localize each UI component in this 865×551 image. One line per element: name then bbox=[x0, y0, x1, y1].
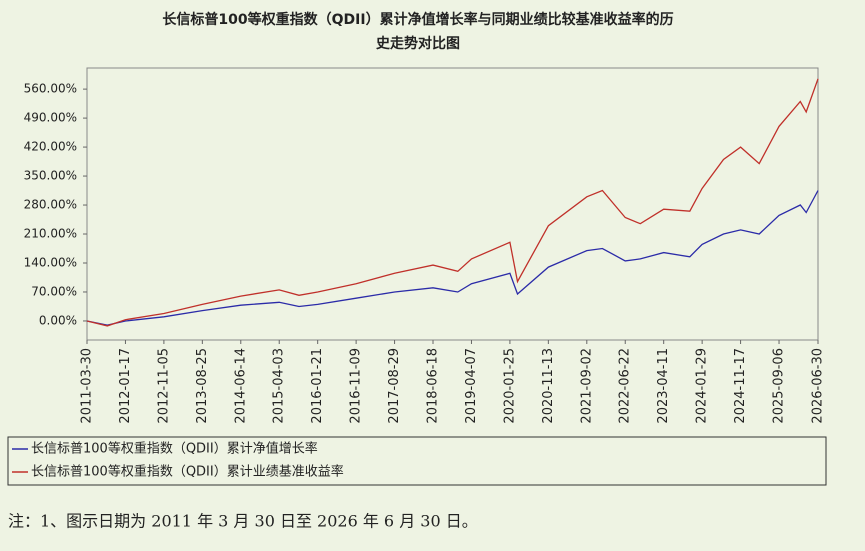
x-tick-label: 2016-11-09 bbox=[349, 348, 364, 424]
x-tick-label: 2026-06-30 bbox=[811, 348, 826, 424]
x-tick-label: 2018-06-18 bbox=[426, 348, 441, 424]
x-tick-label: 2022-06-22 bbox=[618, 348, 633, 424]
y-tick-label: 140.00% bbox=[24, 255, 77, 269]
y-tick-label: 0.00% bbox=[39, 313, 77, 327]
y-tick-label: 420.00% bbox=[24, 140, 77, 154]
x-tick-label: 2025-09-06 bbox=[772, 348, 787, 424]
chart-title: 长信标普100等权重指数（QDII）累计净值增长率与同期业绩比较基准收益率的历 bbox=[162, 11, 673, 28]
legend-label: 长信标普100等权重指数（QDII）累计业绩基准收益率 bbox=[31, 464, 344, 480]
y-tick-label: 490.00% bbox=[24, 111, 77, 125]
x-tick-label: 2020-11-13 bbox=[541, 348, 556, 424]
note: 注：1、图示日期为 2011 年 3 月 30 日至 2026 年 6 月 30… bbox=[8, 512, 478, 531]
chart-title: 史走势对比图 bbox=[376, 35, 460, 52]
series-line bbox=[86, 190, 819, 326]
x-tick-label: 2011-03-30 bbox=[80, 348, 95, 424]
x-tick-label: 2023-04-11 bbox=[656, 348, 671, 424]
y-tick-label: 280.00% bbox=[24, 198, 77, 212]
x-tick-label: 2012-11-05 bbox=[156, 348, 171, 424]
y-tick-label: 210.00% bbox=[24, 227, 77, 241]
x-tick-label: 2012-01-17 bbox=[118, 348, 133, 424]
series-line bbox=[86, 78, 819, 327]
y-tick-label: 350.00% bbox=[24, 169, 77, 183]
plot-area bbox=[86, 67, 819, 341]
y-tick-label: 70.00% bbox=[31, 284, 77, 298]
x-tick-label: 2019-04-07 bbox=[464, 348, 479, 424]
x-tick-label: 2021-09-02 bbox=[579, 348, 594, 424]
x-tick-label: 2013-08-25 bbox=[195, 348, 210, 424]
legend-label: 长信标普100等权重指数（QDII）累计净值增长率 bbox=[31, 441, 318, 457]
x-tick-label: 2017-08-29 bbox=[387, 348, 402, 424]
x-tick-label: 2015-04-03 bbox=[272, 348, 287, 424]
x-tick-label: 2020-01-25 bbox=[502, 348, 517, 424]
legend bbox=[7, 436, 827, 486]
y-tick-label: 560.00% bbox=[24, 82, 77, 96]
x-tick-label: 2016-01-21 bbox=[310, 348, 325, 424]
x-tick-label: 2014-06-14 bbox=[233, 348, 248, 424]
x-tick-label: 2024-11-17 bbox=[733, 348, 748, 424]
x-tick-label: 2024-01-29 bbox=[695, 348, 710, 424]
